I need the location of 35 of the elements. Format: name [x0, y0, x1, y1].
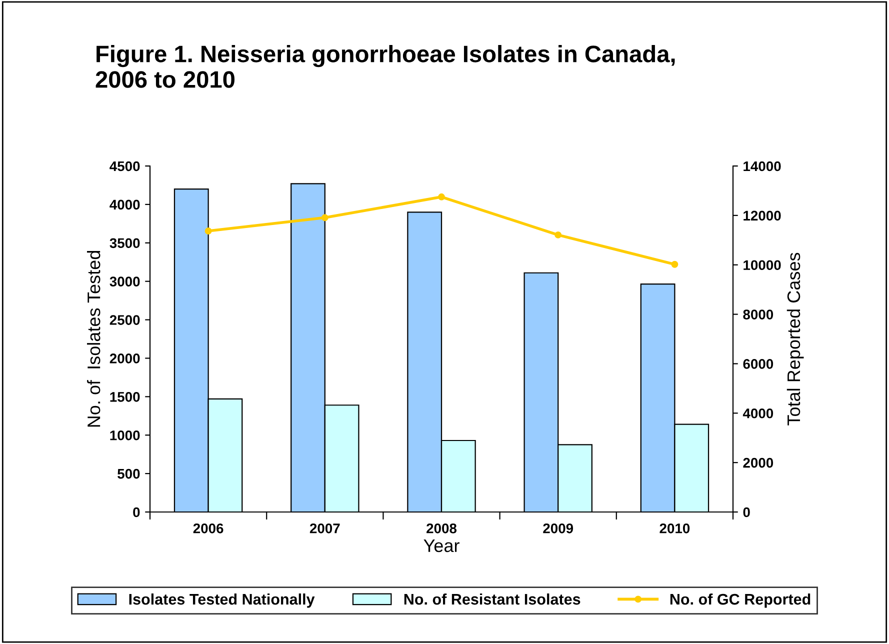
y-tick-label: 2500	[110, 315, 140, 325]
point	[438, 193, 445, 200]
y-tick-label: 2000	[110, 354, 140, 364]
y2-tick-label: 2000	[743, 458, 774, 468]
y-tick-label: 1000	[110, 430, 140, 440]
y2-tick-label: 6000	[743, 359, 774, 369]
legend-label: No. of GC Reported	[670, 593, 810, 608]
y-tick-label: 4000	[110, 200, 140, 210]
chart-title: Figure 1. Neisseria gonorrhoeae Isolates in Canada, 2006 to 2010	[96, 45, 675, 88]
y2-tick-label: 10000	[744, 260, 781, 270]
legend-label: No. of Resistant Isolates	[404, 593, 580, 605]
point	[321, 214, 328, 222]
legend-label: Isolates Tested Nationally	[129, 593, 315, 608]
x-tick-label: 2008	[426, 523, 457, 534]
x-axis-title: Year	[424, 540, 460, 552]
point	[204, 228, 212, 234]
y-tick-label: 3500	[110, 238, 140, 248]
y-tick-label: 1500	[110, 392, 140, 402]
y2-tick-label: 4000	[742, 408, 774, 418]
y2-tick-label: 0	[743, 507, 750, 518]
y2-axis-title: Total Reported Cases	[786, 252, 804, 426]
y2-tick-label: 12000	[744, 210, 781, 221]
y-tick-label: 3000	[110, 276, 140, 287]
x-tick-label: 2007	[310, 523, 340, 534]
x-tick-label: 2006	[193, 523, 224, 534]
point	[554, 231, 562, 238]
point	[671, 260, 678, 268]
y2-tick-label: 14000	[744, 161, 781, 172]
y-tick-label: 0	[133, 507, 140, 518]
y2-tick-label: 8000	[743, 310, 774, 320]
x-tick-label: 2010	[660, 523, 690, 534]
y-axis-title: No. of Isolates Tested	[86, 251, 100, 427]
y-tick-label: 500	[118, 468, 140, 479]
x-tick-label: 2009	[543, 523, 574, 534]
y-tick-label: 4500	[110, 161, 140, 172]
